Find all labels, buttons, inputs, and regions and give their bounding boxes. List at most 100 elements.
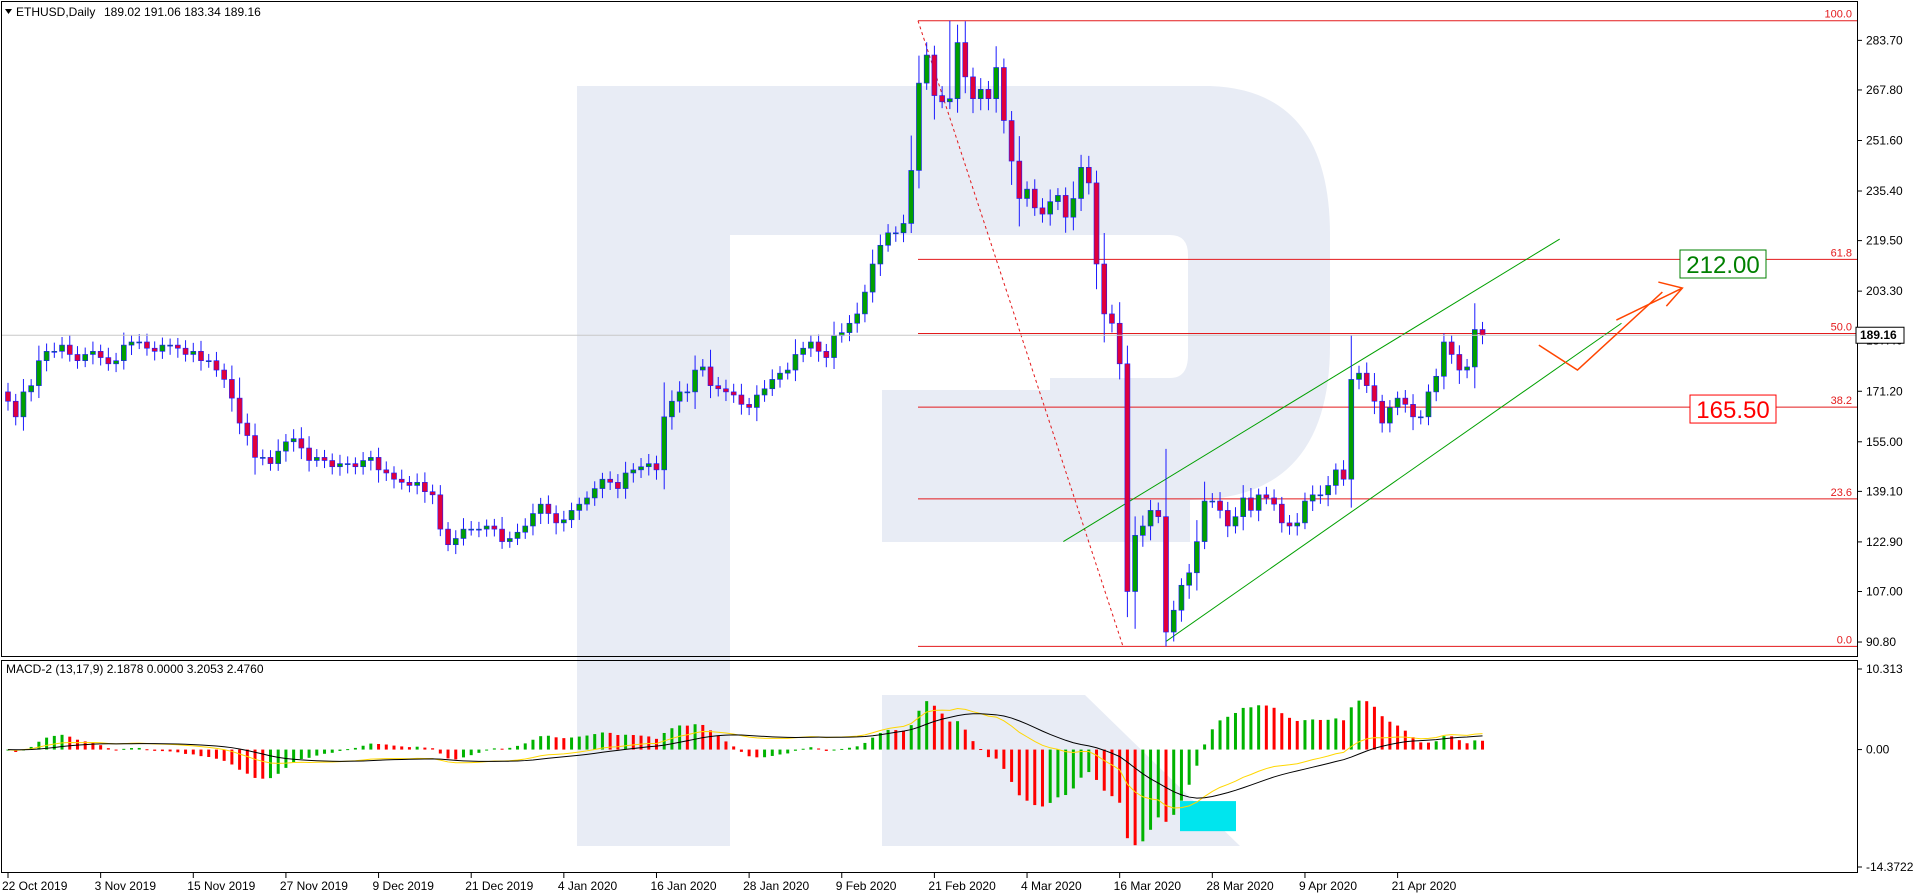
macd-histogram-bar — [956, 721, 960, 750]
macd-tick-label: -14.3722 — [1866, 860, 1914, 874]
macd-histogram-bar — [608, 732, 612, 750]
macd-histogram-bar — [639, 735, 643, 750]
channel-upper-line — [1063, 238, 1560, 543]
candle-body — [877, 244, 884, 265]
candle — [869, 249, 876, 303]
fib-level-label: 61.8 — [1831, 247, 1852, 259]
candle-body — [259, 457, 266, 459]
candle — [437, 485, 444, 537]
candle-body — [121, 344, 127, 361]
macd-histogram-bar — [160, 749, 164, 752]
candle-body — [931, 54, 938, 96]
candle — [1309, 485, 1316, 512]
macd-histogram-bar — [145, 749, 149, 751]
candle — [661, 382, 668, 490]
candle-body — [1132, 535, 1138, 592]
candle — [931, 45, 938, 120]
candle — [229, 365, 235, 412]
candle-body — [190, 351, 197, 355]
candle — [499, 516, 505, 549]
macd-histogram-bar — [886, 729, 890, 750]
candle-body — [1479, 329, 1486, 336]
macd-histogram-bar — [570, 737, 574, 750]
macd-histogram-bar — [986, 749, 990, 758]
macd-histogram-bar — [153, 749, 157, 751]
candle-body — [43, 351, 50, 361]
macd-histogram-bar — [979, 749, 983, 751]
candle-body — [290, 438, 297, 443]
candle — [1286, 515, 1293, 535]
macd-histogram-bar — [516, 745, 520, 750]
candle-body — [1317, 494, 1324, 497]
candle-body — [182, 347, 189, 355]
candle — [1155, 502, 1162, 524]
fib-level-label: 50.0 — [1831, 322, 1852, 334]
candle-body — [908, 170, 915, 224]
candle-body — [1124, 363, 1131, 592]
candle-body — [205, 360, 212, 362]
macd-histogram-bar — [1311, 719, 1315, 750]
candle-body — [1456, 354, 1463, 371]
macd-histogram-bar — [1187, 749, 1191, 785]
candle-body — [460, 528, 467, 539]
candle-body — [313, 457, 320, 461]
candle-body — [630, 469, 637, 474]
candle-body — [383, 469, 390, 474]
candle-body — [1464, 366, 1470, 371]
candle — [615, 474, 621, 499]
price-tick-label: 155.00 — [1866, 435, 1903, 449]
macd-histogram-bar — [1342, 720, 1346, 750]
macd-histogram-bar — [1419, 742, 1423, 750]
candle — [1062, 187, 1069, 233]
candle-body — [1325, 485, 1331, 496]
macd-histogram-bar — [1195, 749, 1199, 766]
candle — [823, 343, 830, 368]
macd-histogram-bar — [624, 734, 628, 750]
candle-body — [1263, 494, 1270, 499]
macd-main-line — [7, 713, 1483, 799]
macd-histogram-bar — [1233, 712, 1237, 750]
candle — [1248, 488, 1254, 518]
macd-histogram-bar — [1164, 749, 1168, 822]
candle — [530, 503, 536, 536]
candle — [283, 434, 289, 462]
candle — [1263, 486, 1270, 505]
candle — [630, 463, 637, 483]
candle — [1271, 489, 1277, 511]
candle — [800, 341, 806, 363]
candle-body — [1302, 500, 1308, 524]
candle — [452, 530, 459, 555]
candle — [607, 471, 613, 490]
price-tick-label: 122.90 — [1866, 535, 1903, 549]
time-tick-label: 16 Mar 2020 — [1114, 879, 1182, 893]
candle-body — [1232, 516, 1239, 527]
time-tick-label: 9 Feb 2020 — [836, 879, 897, 893]
macd-histogram-bar — [902, 730, 906, 750]
macd-histogram-bar — [199, 749, 203, 757]
candle — [970, 67, 976, 114]
candle-body — [808, 341, 814, 349]
price-tick-label: 171.20 — [1866, 384, 1903, 398]
candle — [1194, 520, 1200, 591]
candle-body — [962, 42, 969, 78]
candle — [699, 359, 706, 377]
candle — [537, 497, 544, 525]
watermark-logo — [577, 86, 1330, 846]
candle — [939, 86, 945, 109]
dropdown-triangle-icon[interactable] — [5, 9, 12, 14]
candle-body — [329, 460, 336, 468]
time-tick-label: 9 Apr 2020 — [1299, 879, 1357, 893]
macd-histogram-bar — [840, 748, 844, 750]
candle-body — [584, 497, 590, 505]
macd-histogram-bar — [477, 749, 481, 753]
macd-histogram-bar — [222, 749, 226, 761]
candle — [599, 472, 606, 499]
macd-histogram-bar — [1303, 720, 1307, 750]
candle — [321, 449, 328, 469]
candle-body — [344, 463, 351, 465]
price-tick-label: 107.00 — [1866, 585, 1903, 599]
macd-histogram-bar — [1002, 749, 1006, 769]
candle-body — [476, 528, 482, 531]
candle — [576, 497, 583, 520]
candle-body — [892, 232, 899, 235]
